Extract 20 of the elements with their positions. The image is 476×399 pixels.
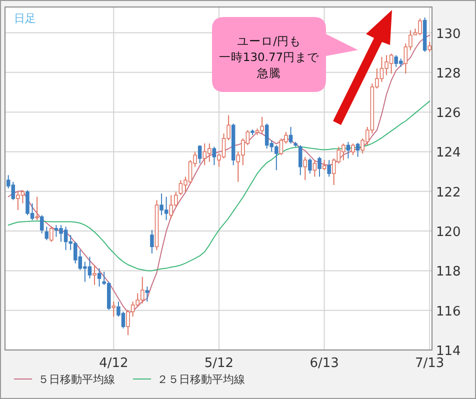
y-tick-label: 118 — [436, 264, 461, 280]
legend-label: ５日移動平均線 — [38, 373, 115, 386]
x-tick-label: 6/13 — [310, 356, 339, 371]
x-tick-label: 7/13 — [415, 356, 444, 371]
callout: ユーロ/円も 一時130.77円まで 急騰 — [212, 17, 358, 92]
legend-label: ２５日移動平均線 — [157, 373, 245, 386]
y-tick-label: 120 — [436, 225, 461, 240]
y-tick-label: 114 — [436, 344, 461, 359]
annotation: 急騰 — [256, 66, 281, 80]
y-tick-label: 116 — [436, 304, 461, 320]
y-tick-label: 124 — [436, 146, 461, 161]
y-tick-label: 128 — [436, 66, 461, 82]
y-tick-label: 126 — [436, 106, 461, 122]
y-tick-label: 130 — [436, 26, 461, 42]
annotation: 日足 — [14, 12, 36, 25]
annotation: ユーロ/円も — [237, 34, 301, 48]
annotation: 一時130.77円まで — [218, 50, 320, 64]
x-tick-label: 4/12 — [99, 356, 128, 371]
x-tick-label: 5/12 — [204, 356, 234, 371]
y-tick-label: 122 — [436, 185, 461, 200]
